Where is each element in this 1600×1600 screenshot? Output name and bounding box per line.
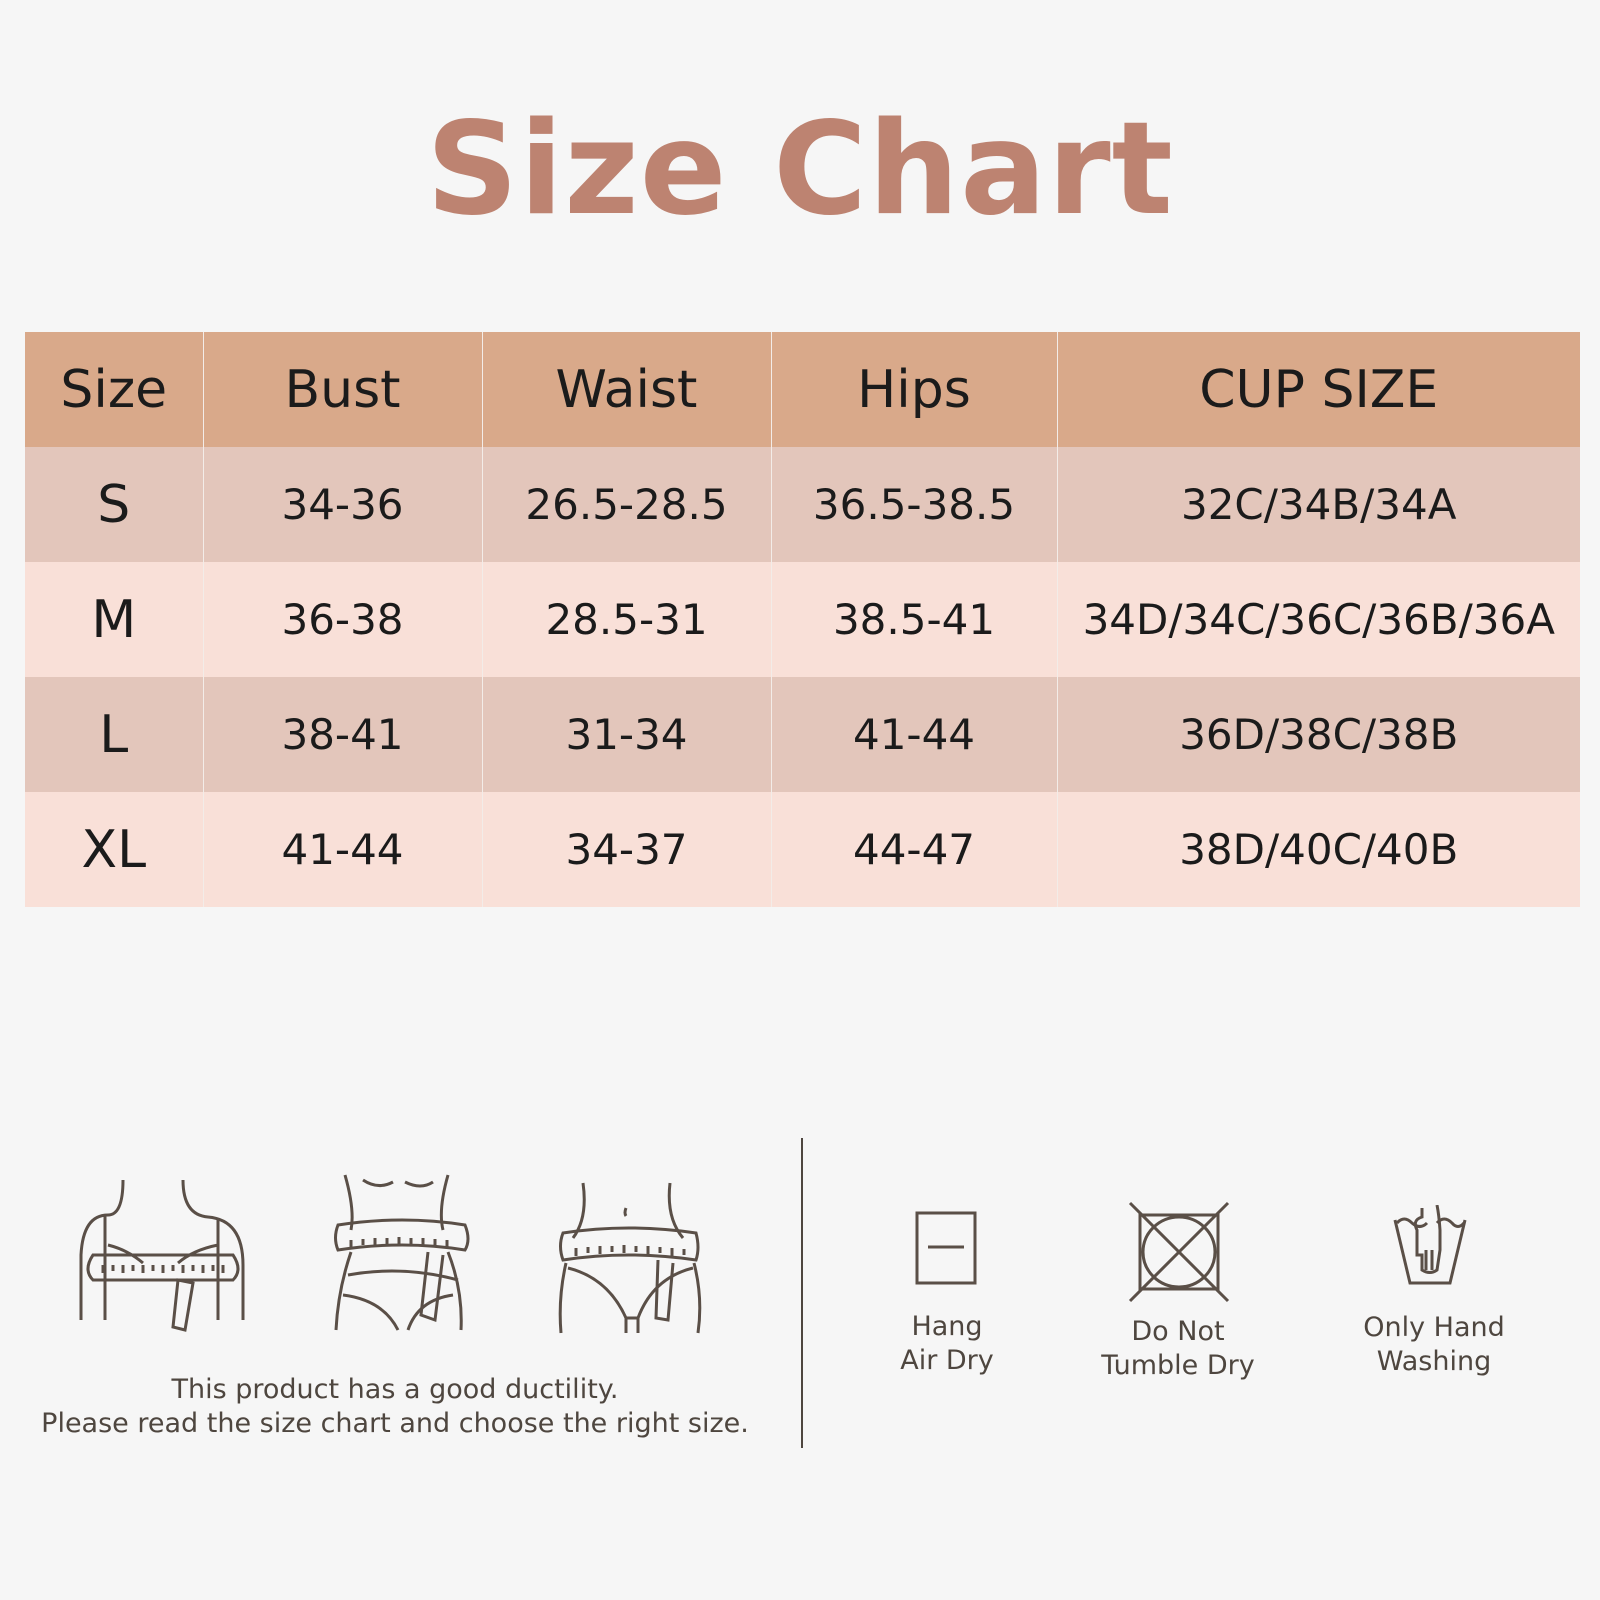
care-line: Air Dry: [900, 1345, 994, 1376]
cell-waist: 31-34: [481, 677, 771, 792]
care-line: Do Not: [1131, 1316, 1225, 1347]
header-waist: Waist: [481, 332, 771, 447]
cell-bust: 41-44: [202, 792, 482, 907]
cell-waist: 34-37: [481, 792, 771, 907]
cell-hips: 44-47: [770, 792, 1057, 907]
size-table: Size Bust Waist Hips CUP SIZE S 34-36 26…: [25, 332, 1580, 907]
table-row: M 36-38 28.5-31 38.5-41 34D/34C/36C/36B/…: [25, 562, 1580, 677]
cell-bust: 36-38: [202, 562, 482, 677]
cell-hips: 38.5-41: [770, 562, 1057, 677]
table-row: L 38-41 31-34 41-44 36D/38C/38B: [25, 677, 1580, 792]
cell-size: XL: [25, 792, 203, 907]
cell-cup: 32C/34B/34A: [1056, 447, 1580, 562]
header-cup-size: CUP SIZE: [1056, 332, 1580, 447]
cell-size: S: [25, 447, 203, 562]
care-line: Washing: [1376, 1346, 1492, 1377]
divider: [801, 1138, 803, 1448]
bust-measure-icon: [78, 1175, 248, 1339]
cell-waist: 26.5-28.5: [481, 447, 771, 562]
cell-cup: 34D/34C/36C/36B/36A: [1056, 562, 1580, 677]
cell-hips: 36.5-38.5: [770, 447, 1057, 562]
hand-wash-icon: [1392, 1204, 1468, 1291]
ductility-note: This product has a good ductility. Pleas…: [40, 1373, 750, 1441]
hang-dry-icon: [914, 1210, 978, 1290]
care-label-no-tumble-dry: Do Not Tumble Dry: [1068, 1315, 1288, 1383]
page-title: Size Chart: [426, 95, 1174, 244]
note-line-1: This product has a good ductility.: [171, 1374, 619, 1405]
cell-bust: 38-41: [202, 677, 482, 792]
table-row: XL 41-44 34-37 44-47 38D/40C/40B: [25, 792, 1580, 907]
no-tumble-dry-icon: [1128, 1201, 1230, 1307]
cell-waist: 28.5-31: [481, 562, 771, 677]
care-line: Tumble Dry: [1101, 1350, 1255, 1381]
cell-hips: 41-44: [770, 677, 1057, 792]
table-row: S 34-36 26.5-28.5 36.5-38.5 32C/34B/34A: [25, 447, 1580, 562]
waist-measure-icon: [333, 1170, 473, 1339]
note-line-2: Please read the size chart and choose th…: [41, 1408, 749, 1439]
cell-cup: 36D/38C/38B: [1056, 677, 1580, 792]
care-label-hand-wash: Only Hand Washing: [1324, 1311, 1544, 1379]
table-header-row: Size Bust Waist Hips CUP SIZE: [25, 332, 1580, 447]
header-bust: Bust: [202, 332, 482, 447]
cell-size: L: [25, 677, 203, 792]
hips-measure-icon: [558, 1178, 703, 1342]
header-size: Size: [25, 332, 203, 447]
care-label-hang-dry: Hang Air Dry: [837, 1310, 1057, 1378]
care-line: Hang: [911, 1311, 983, 1342]
cell-cup: 38D/40C/40B: [1056, 792, 1580, 907]
header-hips: Hips: [770, 332, 1057, 447]
cell-size: M: [25, 562, 203, 677]
cell-bust: 34-36: [202, 447, 482, 562]
care-line: Only Hand: [1363, 1312, 1505, 1343]
